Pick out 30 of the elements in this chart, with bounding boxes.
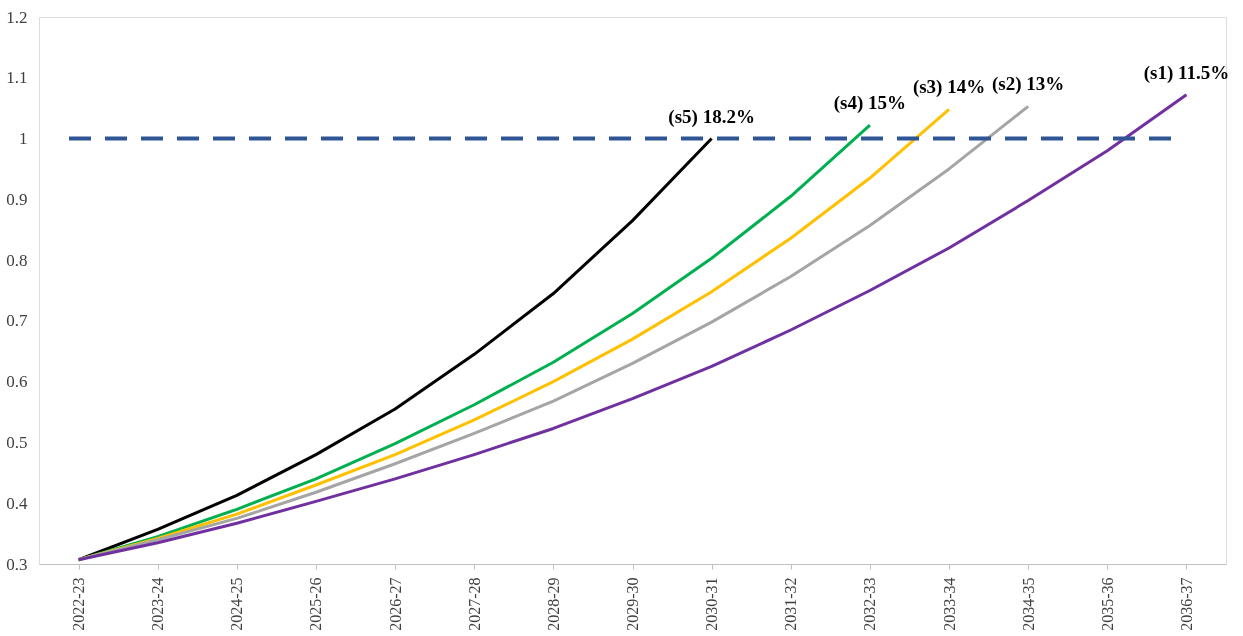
series-label: (s2) 13%: [992, 73, 1065, 96]
x-tick-label: 2026-27: [386, 577, 404, 631]
y-tick-label: 0.7: [6, 311, 28, 331]
series-label: (s1) 11.5%: [1143, 61, 1230, 84]
x-tick-label: 2028-29: [544, 577, 562, 631]
x-tick-label: 2033-34: [940, 577, 958, 631]
x-tick-label: 2034-35: [1019, 577, 1037, 631]
series-label: (s5) 18.2%: [668, 105, 755, 128]
y-tick-label: 0.3: [6, 554, 28, 574]
x-tick-label: 2032-33: [861, 577, 879, 631]
y-tick-label: 0.8: [6, 250, 28, 270]
x-tick-label: 2027-28: [465, 577, 483, 631]
series-label: (s3) 14%: [912, 76, 986, 99]
x-tick-label: 2025-26: [307, 577, 325, 631]
y-tick-label: 1.1: [6, 68, 28, 88]
x-tick-label: 2029-30: [624, 577, 641, 631]
x-tick-label: 2022-23: [70, 577, 88, 631]
y-tick-label: 0.6: [6, 372, 28, 392]
x-tick-label: 2036-37: [1177, 577, 1195, 631]
series-label: (s4) 15%: [833, 92, 907, 115]
y-tick-label: 1: [19, 129, 28, 149]
x-tick-label: 2023-24: [149, 577, 167, 631]
x-tick-label: 2035-36: [1098, 577, 1116, 631]
x-tick-label: 2031-32: [782, 577, 800, 631]
y-tick-label: 0.5: [6, 432, 28, 452]
x-tick-label: 2024-25: [228, 577, 246, 631]
x-tick-label: 2030-31: [703, 577, 721, 631]
y-tick-label: 0.4: [6, 493, 28, 513]
y-tick-label: 1.2: [6, 7, 28, 27]
y-tick-label: 0.9: [6, 189, 28, 209]
